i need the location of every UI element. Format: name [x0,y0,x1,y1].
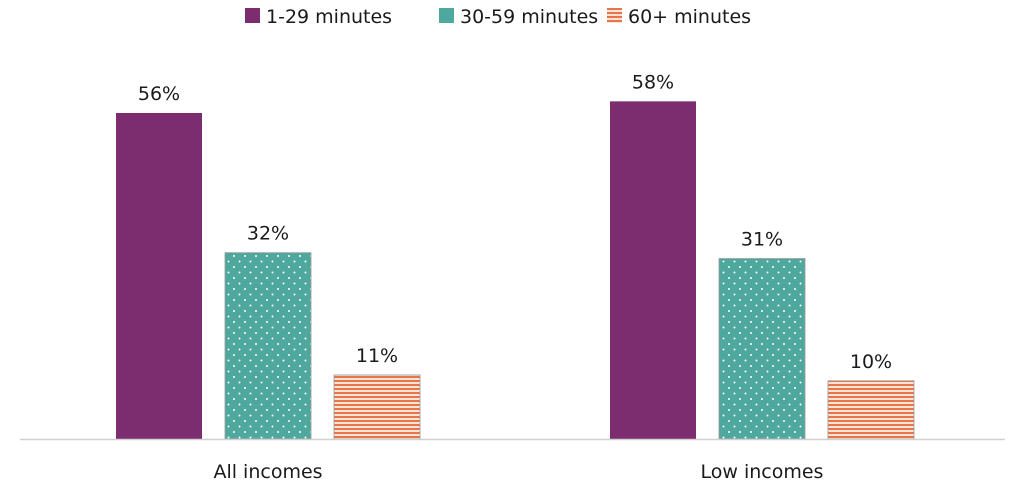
legend-label: 60+ minutes [628,6,751,28]
data-label: 58% [632,71,674,93]
legend-item: 30-59 minutes [439,6,598,28]
legend-label: 1-29 minutes [266,6,392,28]
legend-item: 60+ minutes [607,6,751,28]
bar-60-minutes-all-incomes [333,374,421,440]
data-label: 32% [247,223,289,245]
legend-swatch [607,8,622,23]
x-tick-label: All incomes [213,461,322,483]
data-label: 56% [138,83,180,105]
bar-30-59-minutes-low-incomes [718,258,806,440]
bar-30-59-minutes-all-incomes [224,252,312,440]
data-label: 11% [356,345,398,367]
bar-1-29-minutes-low-incomes [610,101,696,439]
x-tick-label: Low incomes [701,461,824,483]
legend-swatch [439,8,454,23]
x-tick-labels: All incomes Low incomes [213,461,823,483]
data-label: 10% [850,351,892,373]
bar-1-29-minutes-all-incomes [116,113,202,439]
legend-swatch [245,8,260,23]
data-label: 31% [741,229,783,251]
bar-60-minutes-low-incomes [827,380,915,440]
legend-item: 1-29 minutes [245,6,392,28]
legend: 1-29 minutes 30-59 minutes 60+ minutes [245,6,751,28]
legend-label: 30-59 minutes [460,6,598,28]
bars: 56% 32% 11% 58% 31% 10% [116,71,915,440]
